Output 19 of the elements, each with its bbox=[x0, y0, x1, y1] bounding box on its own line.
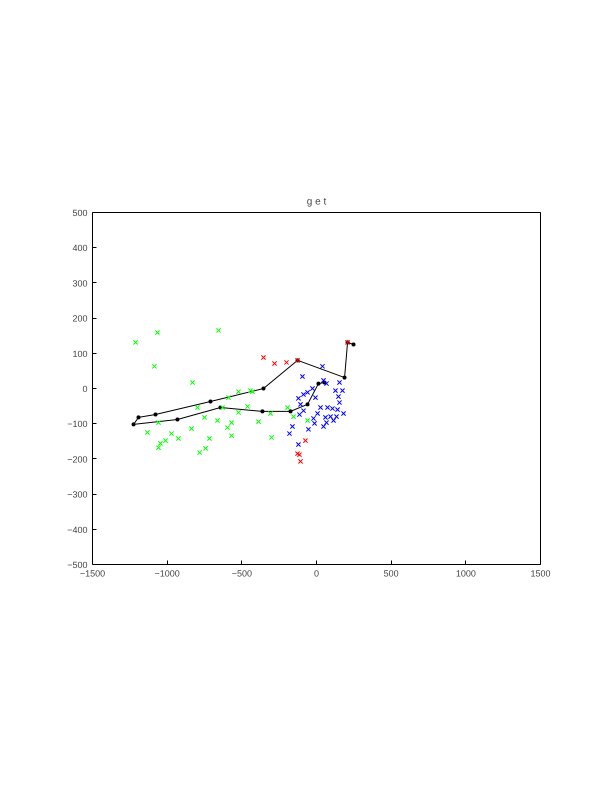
y-tick-label: 500 bbox=[72, 208, 88, 218]
y-tick-label: −300 bbox=[67, 490, 88, 500]
x-tick-label: −500 bbox=[232, 568, 252, 578]
x-tick-label: −1000 bbox=[154, 568, 180, 578]
y-tick-label: −200 bbox=[67, 454, 88, 464]
x-tick-label: 0 bbox=[314, 568, 320, 578]
x-tick-label: 500 bbox=[384, 568, 399, 578]
y-tick-label: −500 bbox=[67, 560, 88, 570]
y-tick-label: 400 bbox=[72, 243, 88, 254]
y-tick-label: 300 bbox=[72, 278, 88, 288]
x-tick-label: −1500 bbox=[80, 568, 106, 578]
y-tick-label: −400 bbox=[67, 524, 88, 535]
x-tick-label: 1500 bbox=[530, 568, 551, 578]
y-tick-label: 200 bbox=[72, 314, 88, 324]
y-tick-label: −100 bbox=[67, 419, 88, 430]
y-tick-label: 0 bbox=[82, 384, 88, 394]
x-tick-label: 1000 bbox=[456, 568, 476, 578]
chart-title: g e t bbox=[306, 196, 326, 208]
y-tick-label: 100 bbox=[72, 348, 88, 359]
